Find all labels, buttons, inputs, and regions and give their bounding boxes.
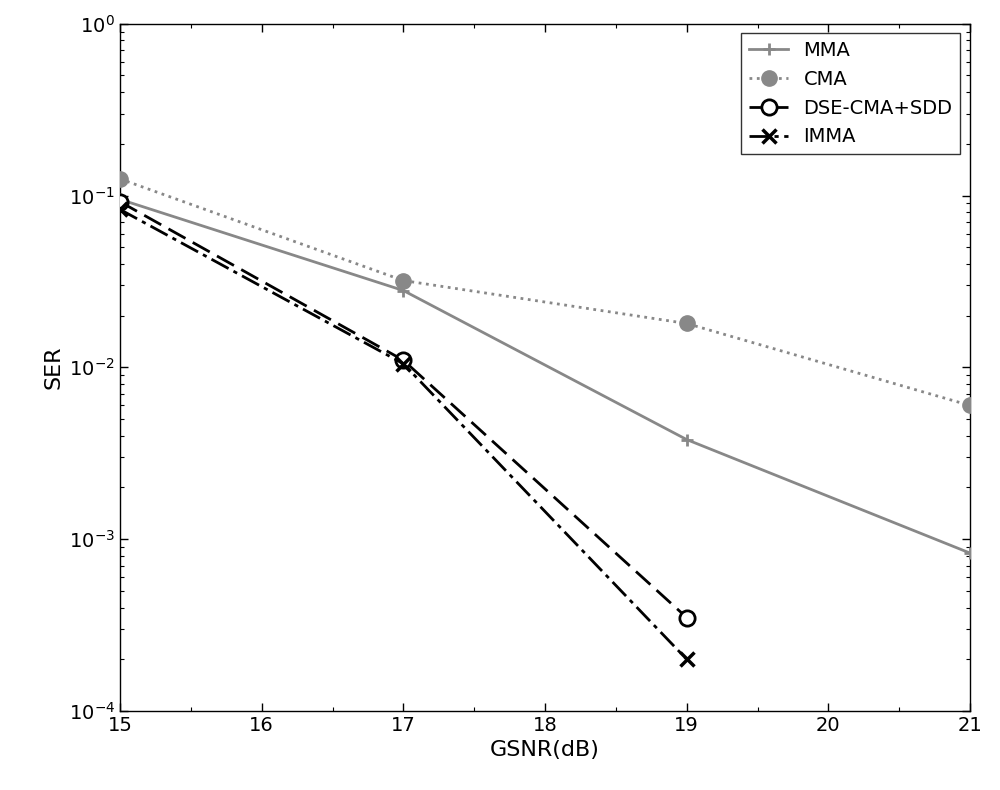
Line: IMMA: IMMA [113, 202, 694, 666]
CMA [964, 401, 976, 410]
MMA [114, 194, 126, 204]
CMA [114, 174, 126, 183]
Line: DSE-CMA+SDD: DSE-CMA+SDD [112, 194, 694, 625]
IMMA [681, 655, 693, 664]
DSE-CMA+SDD [681, 613, 693, 623]
CMA [397, 276, 409, 285]
IMMA [397, 359, 409, 368]
X-axis label: GSNR(dB): GSNR(dB) [490, 740, 600, 761]
MMA [397, 286, 409, 295]
MMA [681, 435, 693, 444]
Y-axis label: SER: SER [43, 345, 63, 389]
Line: MMA: MMA [114, 193, 976, 559]
DSE-CMA+SDD [114, 197, 126, 206]
Line: CMA: CMA [112, 171, 978, 413]
MMA [964, 548, 976, 558]
Legend: MMA, CMA, DSE-CMA+SDD, IMMA: MMA, CMA, DSE-CMA+SDD, IMMA [741, 33, 960, 154]
DSE-CMA+SDD [397, 356, 409, 365]
IMMA [114, 205, 126, 214]
CMA [681, 318, 693, 328]
